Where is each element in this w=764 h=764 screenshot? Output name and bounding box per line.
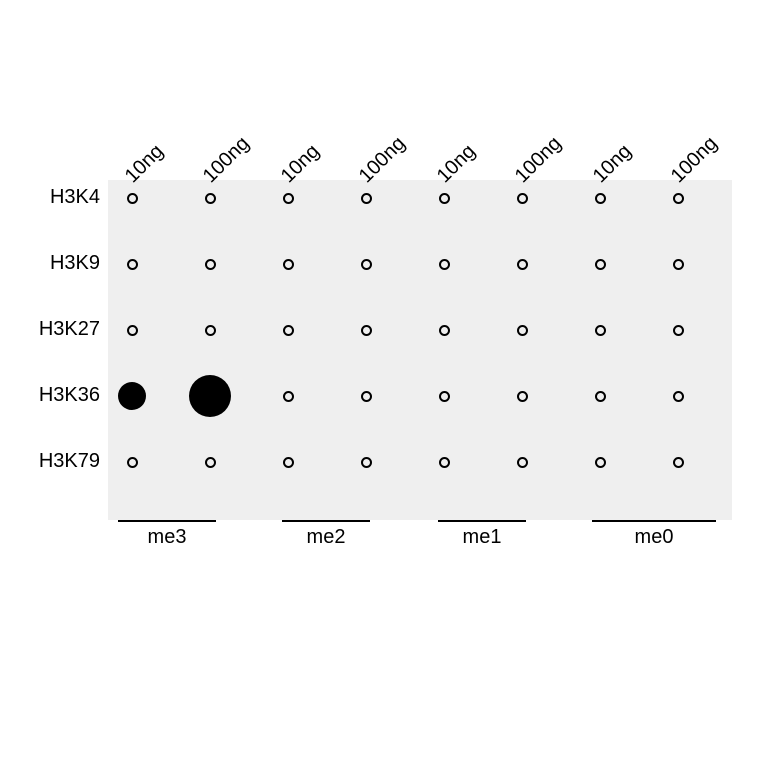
dot-r3-c1	[189, 375, 231, 417]
dot-r1-c3	[361, 259, 372, 270]
dot-r1-c4	[439, 259, 450, 270]
dot-r0-c4	[439, 193, 450, 204]
dot-r1-c7	[673, 259, 684, 270]
dot-r2-c0	[127, 325, 138, 336]
dot-r4-c2	[283, 457, 294, 468]
dot-r0-c2	[283, 193, 294, 204]
group-line-me1	[438, 520, 526, 522]
dot-r3-c6	[595, 391, 606, 402]
row-label-H3K79: H3K79	[10, 450, 100, 473]
dot-r4-c7	[673, 457, 684, 468]
group-label-me1: me1	[438, 526, 526, 549]
row-label-H3K9: H3K9	[10, 252, 100, 275]
group-label-me2: me2	[282, 526, 370, 549]
row-label-H3K4: H3K4	[10, 186, 100, 209]
group-label-me3: me3	[118, 526, 216, 549]
dot-r0-c6	[595, 193, 606, 204]
dot-r3-c5	[517, 391, 528, 402]
group-line-me0	[592, 520, 716, 522]
group-line-me3	[118, 520, 216, 522]
dot-r2-c2	[283, 325, 294, 336]
dot-r4-c3	[361, 457, 372, 468]
row-label-H3K27: H3K27	[10, 318, 100, 341]
dot-r0-c7	[673, 193, 684, 204]
dot-blot-background	[108, 180, 732, 520]
dot-r0-c3	[361, 193, 372, 204]
dot-r4-c5	[517, 457, 528, 468]
dot-r2-c3	[361, 325, 372, 336]
dot-r4-c6	[595, 457, 606, 468]
dot-r2-c6	[595, 325, 606, 336]
dot-r1-c0	[127, 259, 138, 270]
group-line-me2	[282, 520, 370, 522]
dot-r4-c4	[439, 457, 450, 468]
dot-r2-c1	[205, 325, 216, 336]
dot-r0-c1	[205, 193, 216, 204]
row-label-H3K36: H3K36	[10, 384, 100, 407]
dot-r3-c0	[118, 382, 146, 410]
dot-r2-c5	[517, 325, 528, 336]
dot-r1-c1	[205, 259, 216, 270]
dot-r3-c3	[361, 391, 372, 402]
dot-r3-c4	[439, 391, 450, 402]
dot-r0-c0	[127, 193, 138, 204]
dot-r1-c6	[595, 259, 606, 270]
group-label-me0: me0	[592, 526, 716, 549]
dot-r2-c7	[673, 325, 684, 336]
dot-r0-c5	[517, 193, 528, 204]
dot-r1-c5	[517, 259, 528, 270]
dot-r2-c4	[439, 325, 450, 336]
dot-r4-c0	[127, 457, 138, 468]
dot-r4-c1	[205, 457, 216, 468]
dot-r1-c2	[283, 259, 294, 270]
dot-r3-c7	[673, 391, 684, 402]
dot-r3-c2	[283, 391, 294, 402]
